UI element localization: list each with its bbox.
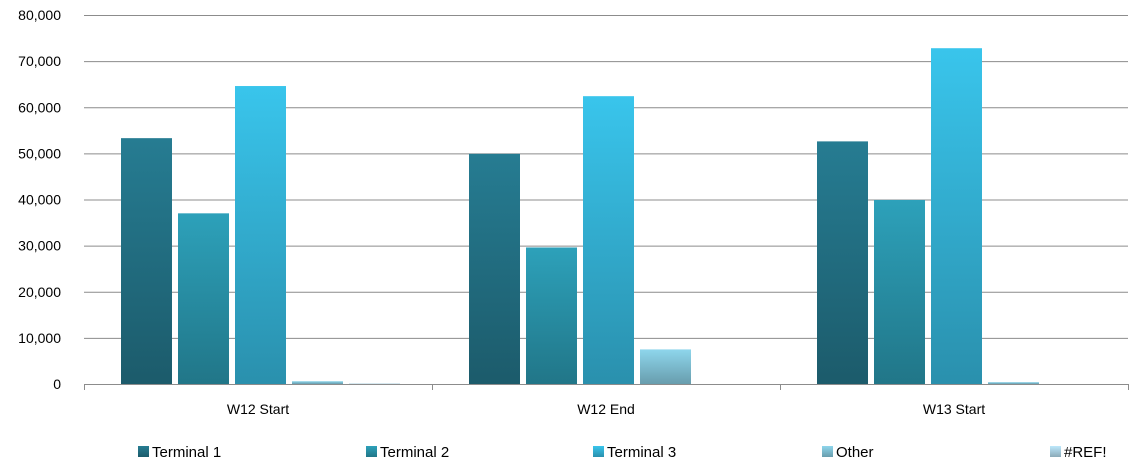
bar-terminal-3-1: [235, 86, 286, 384]
legend-label: Other: [836, 444, 874, 461]
y-tick-label: 70,000: [18, 53, 61, 69]
y-tick-label: 10,000: [18, 330, 61, 346]
y-tick-label: 60,000: [18, 99, 61, 115]
bar-terminal-2-2: [526, 247, 577, 384]
x-tick-label: W13 Start: [923, 401, 985, 417]
legend-swatch: [593, 446, 604, 457]
y-tick-label: 80,000: [18, 7, 61, 23]
legend: Terminal 1 Terminal 2 Terminal 3 Other #REF!: [138, 444, 1107, 461]
bar-terminal-3-2: [583, 96, 634, 385]
y-tick-label: 20,000: [18, 284, 61, 300]
bar-terminal-1-1: [121, 138, 172, 384]
y-tick-label: 40,000: [18, 192, 61, 208]
legend-label: Terminal 2: [380, 444, 449, 461]
x-axis-tick-labels: W12 Start W12 End W13 Start: [227, 401, 985, 417]
legend-label: Terminal 1: [152, 444, 221, 461]
legend-swatch: [1050, 446, 1061, 457]
bar-other-1: [292, 381, 343, 384]
bar-terminal-1-3: [817, 141, 868, 384]
x-tick-label: W12 End: [577, 401, 635, 417]
y-axis-tick-labels: 0 10,000 20,000 30,000 40,000 50,000 60,000 70,…: [18, 7, 61, 392]
bars: [121, 48, 1039, 385]
y-tick-label: 50,000: [18, 145, 61, 161]
legend-swatch: [822, 446, 833, 457]
bar-other-3: [988, 382, 1039, 384]
y-tick-label: 0: [53, 376, 61, 392]
bar-terminal-1-2: [469, 153, 520, 384]
x-tick-label: W12 Start: [227, 401, 289, 417]
legend-label: #REF!: [1064, 444, 1107, 461]
x-axis: [84, 384, 1129, 390]
y-tick-label: 30,000: [18, 238, 61, 254]
bar-other-2: [640, 349, 691, 384]
bar-terminal-2-1: [178, 213, 229, 384]
legend-label: Terminal 3: [607, 444, 676, 461]
bar-terminal-3-3: [931, 48, 982, 385]
legend-swatch: [138, 446, 149, 457]
bar-terminal-2-3: [874, 199, 925, 384]
legend-swatch: [366, 446, 377, 457]
